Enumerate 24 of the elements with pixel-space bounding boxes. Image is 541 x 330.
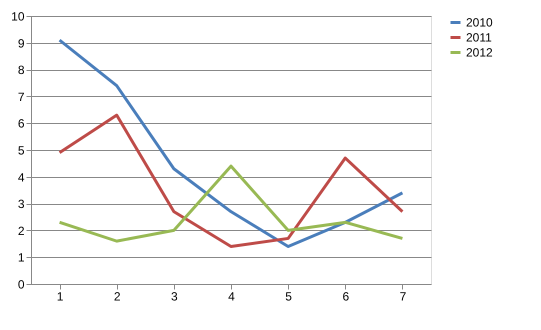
x-tick-label: 2 xyxy=(114,290,121,304)
x-tick-label: 7 xyxy=(400,290,407,304)
x-tick-label: 3 xyxy=(171,290,178,304)
line-series xyxy=(58,164,404,243)
y-tick-label: 9 xyxy=(18,36,25,50)
y-tick-label: 4 xyxy=(18,170,25,184)
y-tick-label: 6 xyxy=(18,116,25,131)
x-tick-label: 1 xyxy=(56,290,64,304)
line-series xyxy=(58,114,404,248)
x-tick-label: 6 xyxy=(342,290,350,304)
y-tick-label: 1 xyxy=(18,250,25,265)
y-tick-label: 5 xyxy=(18,144,25,158)
y-tick-label: 8 xyxy=(18,63,25,78)
y-tick-label: 7 xyxy=(18,90,25,104)
line-series xyxy=(58,38,404,248)
x-tick-label: 5 xyxy=(285,290,292,304)
y-tick-label: 10 xyxy=(11,10,25,24)
y-tick-label: 3 xyxy=(18,197,25,212)
legend-label: 2011 xyxy=(466,30,492,44)
legend-label: 2010 xyxy=(466,16,494,30)
y-tick-label: 2 xyxy=(18,224,25,238)
legend-label: 2012 xyxy=(466,46,494,60)
x-tick-label: 4 xyxy=(228,290,236,304)
y-tick-label: 0 xyxy=(18,278,25,292)
